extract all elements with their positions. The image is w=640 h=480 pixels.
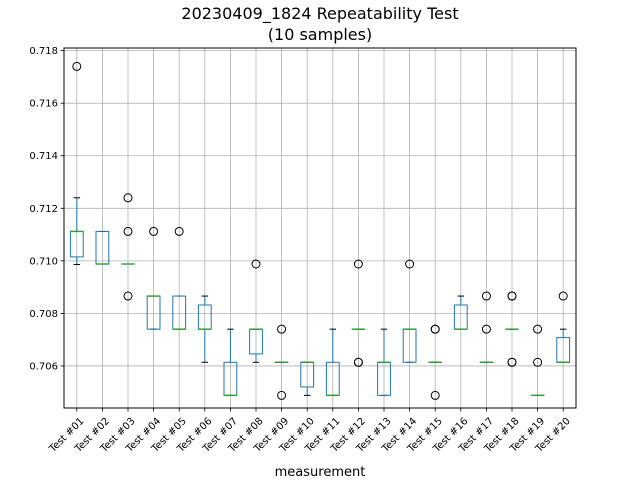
box-group [197, 295, 212, 363]
outlier-point [72, 61, 82, 71]
box-group [377, 328, 391, 396]
outlier-point [430, 324, 440, 334]
outlier-point [277, 324, 287, 334]
y-tick-label: 0.718 [29, 46, 58, 57]
y-tick-label: 0.706 [29, 361, 58, 372]
box-group [249, 259, 263, 363]
boxes [69, 61, 571, 400]
outlier-point [533, 357, 543, 367]
y-tick-label: 0.708 [29, 309, 58, 320]
outlier-point [123, 291, 133, 301]
outlier-point [507, 357, 517, 367]
outlier-point [251, 259, 261, 269]
box-group [479, 291, 494, 363]
outlier-point [123, 193, 133, 203]
outlier-point [174, 226, 184, 236]
box-group [69, 61, 84, 266]
box-group [95, 230, 110, 265]
y-tick-label: 0.714 [29, 151, 58, 162]
box-group [453, 295, 468, 330]
box-group [505, 291, 519, 367]
outlier-point [123, 226, 133, 236]
outlier-point [353, 357, 363, 367]
outlier-point [405, 259, 415, 269]
box-group [428, 324, 443, 400]
outlier-point [533, 324, 543, 334]
outlier-point [277, 390, 287, 400]
box-group [121, 193, 135, 301]
outlier-point [558, 291, 568, 301]
box-group [402, 259, 417, 363]
box-group [530, 324, 545, 397]
x-axis-label: measurement [275, 465, 366, 480]
outlier-point [149, 226, 159, 236]
box-group [274, 324, 289, 400]
box-group [146, 226, 161, 330]
y-tick-label: 0.710 [29, 256, 58, 267]
outlier-point [353, 259, 363, 269]
grid [64, 48, 576, 408]
chart-title-line1: 20230409_1824 Repeatability Test [181, 4, 458, 24]
y-tick-label: 0.716 [29, 99, 58, 110]
outlier-point [507, 291, 517, 301]
y-tick-label: 0.712 [29, 204, 58, 215]
box-group [300, 361, 315, 396]
box-group [172, 226, 187, 330]
box-group [223, 328, 238, 397]
plot-frame [63, 47, 577, 409]
box-group [325, 328, 340, 397]
outlier-point [481, 324, 491, 334]
box-group [556, 291, 571, 363]
box-group [351, 259, 366, 367]
outlier-point [430, 390, 440, 400]
y-axis: 0.706 0.708 0.710 0.712 0.714 0.716 0.718 [29, 46, 64, 372]
chart-title-line2: (10 samples) [268, 25, 372, 44]
outlier-point [481, 291, 491, 301]
